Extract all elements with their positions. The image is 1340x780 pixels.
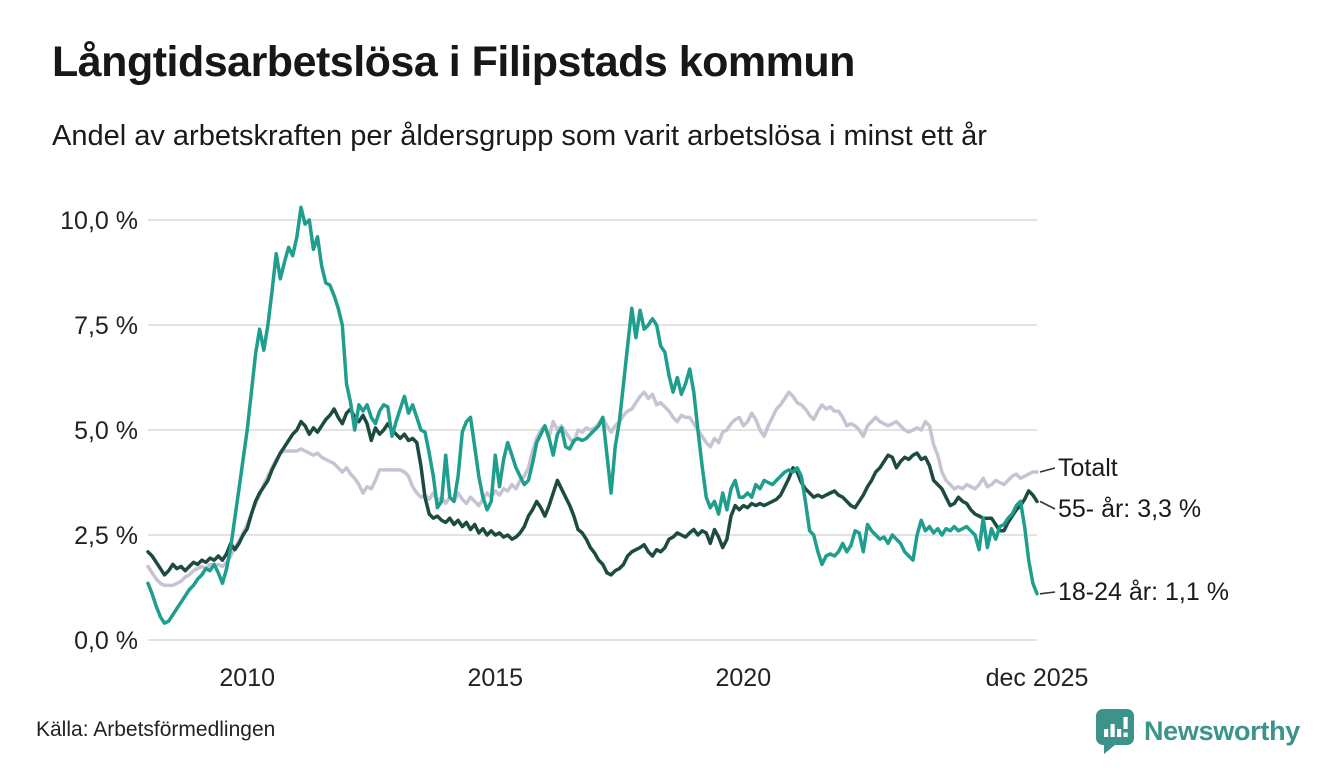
source-note: Källa: Arbetsförmedlingen [36,718,276,741]
y-axis-tick-label: 0,0 % [74,627,138,655]
x-axis-tick-label: 2015 [467,664,523,692]
x-axis-tick-label: 2010 [219,664,275,692]
series-line-55-r [146,407,1039,577]
series-line-18-24-r [146,205,1039,625]
end-label-connector [1039,500,1056,510]
end-label-connector [1039,591,1056,595]
page-title: Långtidsarbetslösa i Filipstads kommun [52,38,855,86]
brand-logo: Newsworthy [1095,708,1300,754]
y-axis-tick-label: 2,5 % [74,522,138,550]
page-subtitle: Andel av arbetskraften per åldersgrupp s… [52,120,987,152]
y-axis-tick-label: 5,0 % [74,417,138,445]
x-axis-tick-label: 2020 [716,664,772,692]
series-end-label-18-24: 18-24 år: 1,1 % [1058,578,1229,606]
newsworthy-bubble-chart-icon [1095,709,1134,754]
end-label-connector [1039,467,1056,473]
y-axis-tick-label: 7,5 % [74,312,138,340]
brand-name: Newsworthy [1143,715,1300,746]
series-end-label-totalt: Totalt [1058,454,1118,482]
series-end-label-55: 55- år: 3,3 % [1058,495,1202,523]
y-axis-tick-label: 10,0 % [60,207,138,235]
series-line-totalt [146,390,1039,588]
x-axis-tick-label: dec 2025 [986,664,1089,692]
